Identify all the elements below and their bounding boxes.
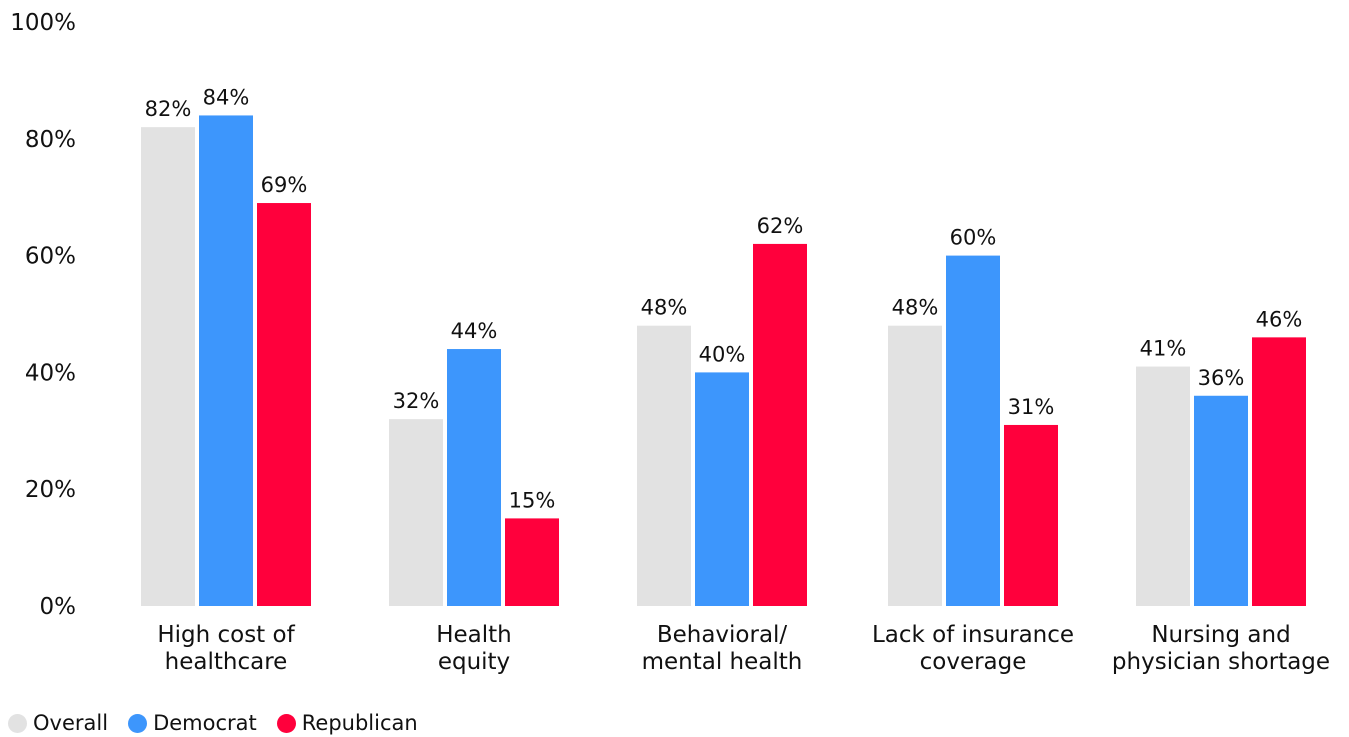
legend-item-republican: Republican <box>276 711 418 735</box>
value-label: 46% <box>1256 307 1303 331</box>
category-label: Nursing and <box>1151 622 1290 648</box>
value-label: 40% <box>699 342 746 366</box>
legend-swatch <box>128 713 148 733</box>
y-tick-label: 20% <box>25 477 76 503</box>
y-tick-label: 60% <box>25 244 76 270</box>
legend-label: Republican <box>301 711 418 735</box>
value-label: 48% <box>641 296 688 320</box>
value-label: 44% <box>451 319 498 343</box>
bar-overall-4 <box>1136 366 1190 606</box>
bar-democrat-1 <box>447 349 501 606</box>
category-label: Health <box>436 622 512 648</box>
bar-chart: 0% 20% 40% 60% 80% 100% 82% 84% 69% 32% 44% 15% 48%… <box>10 10 1330 675</box>
category-label: coverage <box>920 649 1027 675</box>
value-labels-group: 82% 84% 69% 32% 44% 15% 48% 40% 62% 48% 60% 31% 41% 3… <box>145 85 1303 512</box>
value-label: 36% <box>1198 366 1245 390</box>
legend-label: Democrat <box>153 711 257 735</box>
y-tick-label: 80% <box>25 127 76 153</box>
category-label: Behavioral/ <box>657 622 788 648</box>
bar-overall-0 <box>141 127 195 607</box>
category-label: equity <box>438 649 510 675</box>
value-label: 69% <box>261 173 308 197</box>
category-label: physician shortage <box>1112 649 1330 675</box>
y-tick-label: 40% <box>25 360 76 386</box>
value-label: 41% <box>1140 337 1187 361</box>
y-tick-label: 0% <box>40 594 77 620</box>
legend-swatch <box>276 713 296 733</box>
category-label: Lack of insurance <box>872 622 1074 648</box>
y-axis: 0% 20% 40% 60% 80% 100% <box>10 10 76 620</box>
legend: Overall Democrat Republican <box>8 711 438 735</box>
value-label: 32% <box>393 389 440 413</box>
bar-republican-1 <box>505 518 559 606</box>
value-label: 84% <box>203 85 250 109</box>
category-label: healthcare <box>165 649 288 675</box>
bar-republican-4 <box>1252 337 1306 606</box>
legend-swatch <box>8 713 27 733</box>
bar-democrat-4 <box>1194 395 1248 606</box>
value-label: 60% <box>950 226 997 250</box>
legend-item-overall: Overall <box>8 711 108 735</box>
bar-overall-1 <box>389 419 443 606</box>
value-label: 48% <box>892 296 939 320</box>
value-label: 31% <box>1008 395 1055 419</box>
y-tick-label: 100% <box>10 10 76 36</box>
bar-democrat-2 <box>695 372 749 606</box>
value-label: 82% <box>145 97 192 121</box>
bar-republican-3 <box>1004 424 1058 606</box>
bar-republican-0 <box>257 203 311 607</box>
value-label: 62% <box>757 214 804 238</box>
value-label: 15% <box>509 488 556 512</box>
bar-overall-2 <box>637 325 691 606</box>
category-label: High cost of <box>157 622 295 648</box>
bar-democrat-0 <box>199 115 253 606</box>
legend-label: Overall <box>33 711 109 735</box>
legend-item-democrat: Democrat <box>128 711 257 735</box>
bar-republican-2 <box>753 243 807 607</box>
category-label: mental health <box>642 649 803 675</box>
bars-group <box>141 115 1306 607</box>
bar-overall-3 <box>888 325 942 606</box>
bar-democrat-3 <box>946 255 1000 606</box>
